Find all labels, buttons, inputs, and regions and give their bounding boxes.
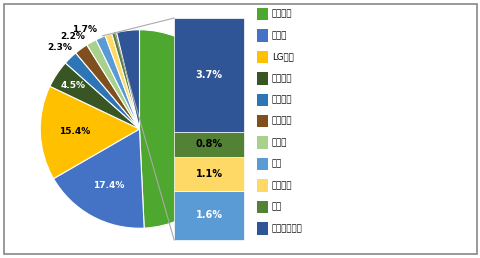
Bar (174, 18, 243, 132)
Text: 宁德时代: 宁德时代 (271, 10, 292, 19)
Wedge shape (86, 40, 139, 129)
Wedge shape (50, 63, 139, 129)
Text: 桑顿: 桑顿 (271, 203, 281, 211)
Text: 1.6%: 1.6% (195, 210, 222, 220)
Text: 49.2%: 49.2% (183, 123, 214, 132)
Text: 中航锂电: 中航锂电 (271, 117, 292, 126)
Wedge shape (96, 36, 139, 129)
Text: 17.4%: 17.4% (93, 181, 124, 190)
Text: 1.7%: 1.7% (72, 25, 96, 34)
Text: LG化学: LG化学 (271, 53, 293, 61)
Wedge shape (105, 34, 139, 129)
Wedge shape (65, 53, 139, 129)
Text: 15.4%: 15.4% (60, 127, 90, 136)
Text: 2.2%: 2.2% (60, 32, 84, 41)
Wedge shape (53, 129, 144, 228)
Wedge shape (116, 30, 139, 129)
Text: 2.3%: 2.3% (48, 43, 72, 52)
Bar (174, 157, 243, 191)
Text: 1.1%: 1.1% (195, 169, 222, 179)
Text: 孚能科技: 孚能科技 (271, 181, 292, 190)
Text: 力神: 力神 (271, 160, 281, 168)
Wedge shape (40, 86, 139, 179)
Text: 国轩高科: 国轩高科 (271, 74, 292, 83)
Text: 比亚迪: 比亚迪 (271, 31, 287, 40)
Text: 其他企业合计: 其他企业合计 (271, 224, 302, 233)
Text: 0.8%: 0.8% (195, 139, 222, 149)
Wedge shape (139, 30, 238, 228)
Text: 4.5%: 4.5% (61, 80, 86, 90)
Wedge shape (111, 33, 139, 129)
Bar (174, 191, 243, 240)
Bar (174, 132, 243, 157)
Wedge shape (75, 45, 139, 129)
Text: 塔菲尔: 塔菲尔 (271, 138, 287, 147)
Text: 亿纬锂能: 亿纬锂能 (271, 95, 292, 104)
Text: 3.7%: 3.7% (195, 70, 222, 80)
